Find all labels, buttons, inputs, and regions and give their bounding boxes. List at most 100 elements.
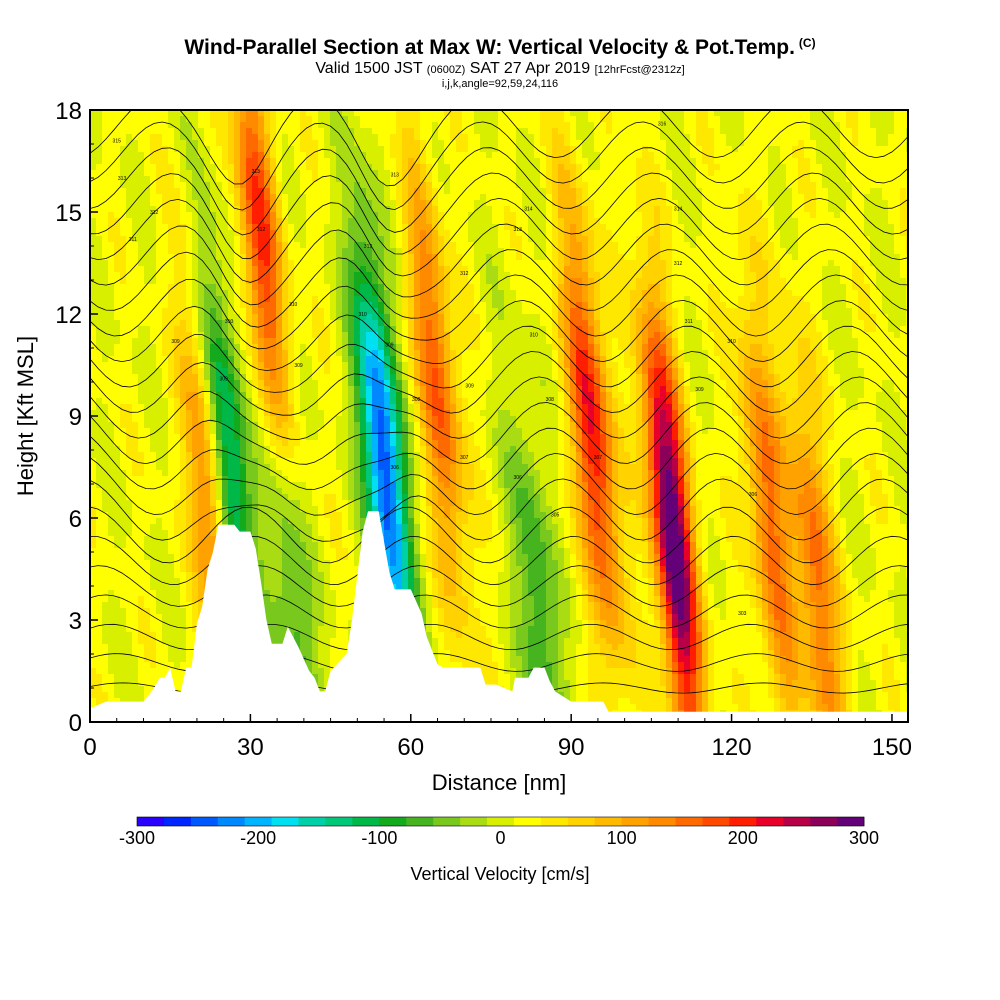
field-cell bbox=[402, 164, 409, 171]
field-cell bbox=[552, 164, 559, 171]
field-cell bbox=[330, 182, 337, 189]
field-cell bbox=[324, 254, 331, 261]
field-cell bbox=[762, 158, 769, 165]
field-cell bbox=[120, 278, 127, 285]
field-cell bbox=[678, 152, 685, 159]
field-cell bbox=[624, 230, 631, 237]
field-cell bbox=[630, 272, 637, 279]
field-cell bbox=[492, 314, 499, 321]
field-cell bbox=[402, 152, 409, 159]
field-cell bbox=[498, 134, 505, 141]
field-cell bbox=[306, 164, 313, 171]
field-cell bbox=[486, 248, 493, 255]
field-cell bbox=[456, 122, 463, 129]
field-cell bbox=[870, 158, 877, 165]
field-cell bbox=[888, 188, 895, 195]
field-cell bbox=[696, 272, 703, 279]
field-cell bbox=[738, 278, 745, 285]
field-cell bbox=[906, 272, 908, 279]
field-cell bbox=[168, 314, 175, 321]
field-cell bbox=[690, 254, 697, 261]
field-cell bbox=[864, 266, 871, 273]
field-cell bbox=[480, 110, 487, 117]
field-cell bbox=[708, 122, 715, 129]
field-cell bbox=[552, 308, 559, 315]
field-cell bbox=[348, 170, 355, 177]
field-cell bbox=[660, 290, 667, 297]
field-cell bbox=[570, 224, 577, 231]
field-cell bbox=[450, 260, 457, 267]
field-cell bbox=[672, 212, 679, 219]
field-cell bbox=[768, 134, 775, 141]
field-cell bbox=[810, 236, 817, 243]
field-cell bbox=[198, 116, 205, 123]
field-cell bbox=[876, 290, 883, 297]
field-cell bbox=[192, 110, 199, 117]
field-cell bbox=[258, 122, 265, 129]
field-cell bbox=[486, 194, 493, 201]
field-cell bbox=[198, 278, 205, 285]
field-cell bbox=[552, 254, 559, 261]
field-cell bbox=[636, 176, 643, 183]
field-cell bbox=[420, 266, 427, 273]
field-cell bbox=[732, 206, 739, 213]
field-cell bbox=[798, 164, 805, 171]
field-cell bbox=[432, 194, 439, 201]
field-cell bbox=[810, 146, 817, 153]
field-cell bbox=[504, 278, 511, 285]
field-cell bbox=[384, 314, 391, 321]
field-cell bbox=[738, 320, 745, 327]
field-cell bbox=[294, 110, 301, 117]
field-cell bbox=[660, 284, 667, 291]
field-cell bbox=[480, 212, 487, 219]
field-cell bbox=[792, 110, 799, 117]
field-cell bbox=[474, 248, 481, 255]
field-cell bbox=[810, 272, 817, 279]
field-cell bbox=[900, 134, 907, 141]
field-cell bbox=[906, 302, 908, 309]
field-cell bbox=[696, 242, 703, 249]
field-cell bbox=[660, 146, 667, 153]
field-cell bbox=[144, 218, 151, 225]
field-cell bbox=[348, 230, 355, 237]
field-cell bbox=[318, 326, 325, 333]
field-cell bbox=[234, 260, 241, 267]
field-cell bbox=[162, 128, 169, 135]
field-cell bbox=[306, 260, 313, 267]
field-cell bbox=[876, 182, 883, 189]
field-cell bbox=[786, 308, 793, 315]
field-cell bbox=[582, 194, 589, 201]
field-cell bbox=[498, 224, 505, 231]
field-cell bbox=[900, 242, 907, 249]
field-cell bbox=[306, 218, 313, 225]
field-cell bbox=[90, 212, 97, 219]
field-cell bbox=[906, 230, 908, 237]
field-cell bbox=[252, 308, 259, 315]
field-cell bbox=[444, 158, 451, 165]
field-cell bbox=[288, 320, 295, 327]
field-cell bbox=[168, 302, 175, 309]
field-cell bbox=[720, 140, 727, 147]
field-cell bbox=[672, 290, 679, 297]
field-cell bbox=[702, 206, 709, 213]
field-cell bbox=[456, 230, 463, 237]
field-cell bbox=[132, 320, 139, 327]
field-cell bbox=[474, 314, 481, 321]
field-cell bbox=[636, 110, 643, 117]
field-cell bbox=[642, 194, 649, 201]
field-cell bbox=[642, 302, 649, 309]
field-cell bbox=[372, 254, 379, 261]
field-cell bbox=[396, 320, 403, 327]
field-cell bbox=[276, 212, 283, 219]
field-cell bbox=[204, 242, 211, 249]
field-cell bbox=[222, 158, 229, 165]
field-cell bbox=[888, 164, 895, 171]
field-cell bbox=[534, 188, 541, 195]
field-cell bbox=[852, 272, 859, 279]
field-cell bbox=[822, 110, 829, 117]
field-cell bbox=[858, 248, 865, 255]
field-cell bbox=[312, 248, 319, 255]
field-cell bbox=[228, 170, 235, 177]
field-cell bbox=[420, 248, 427, 255]
field-cell bbox=[738, 110, 745, 117]
